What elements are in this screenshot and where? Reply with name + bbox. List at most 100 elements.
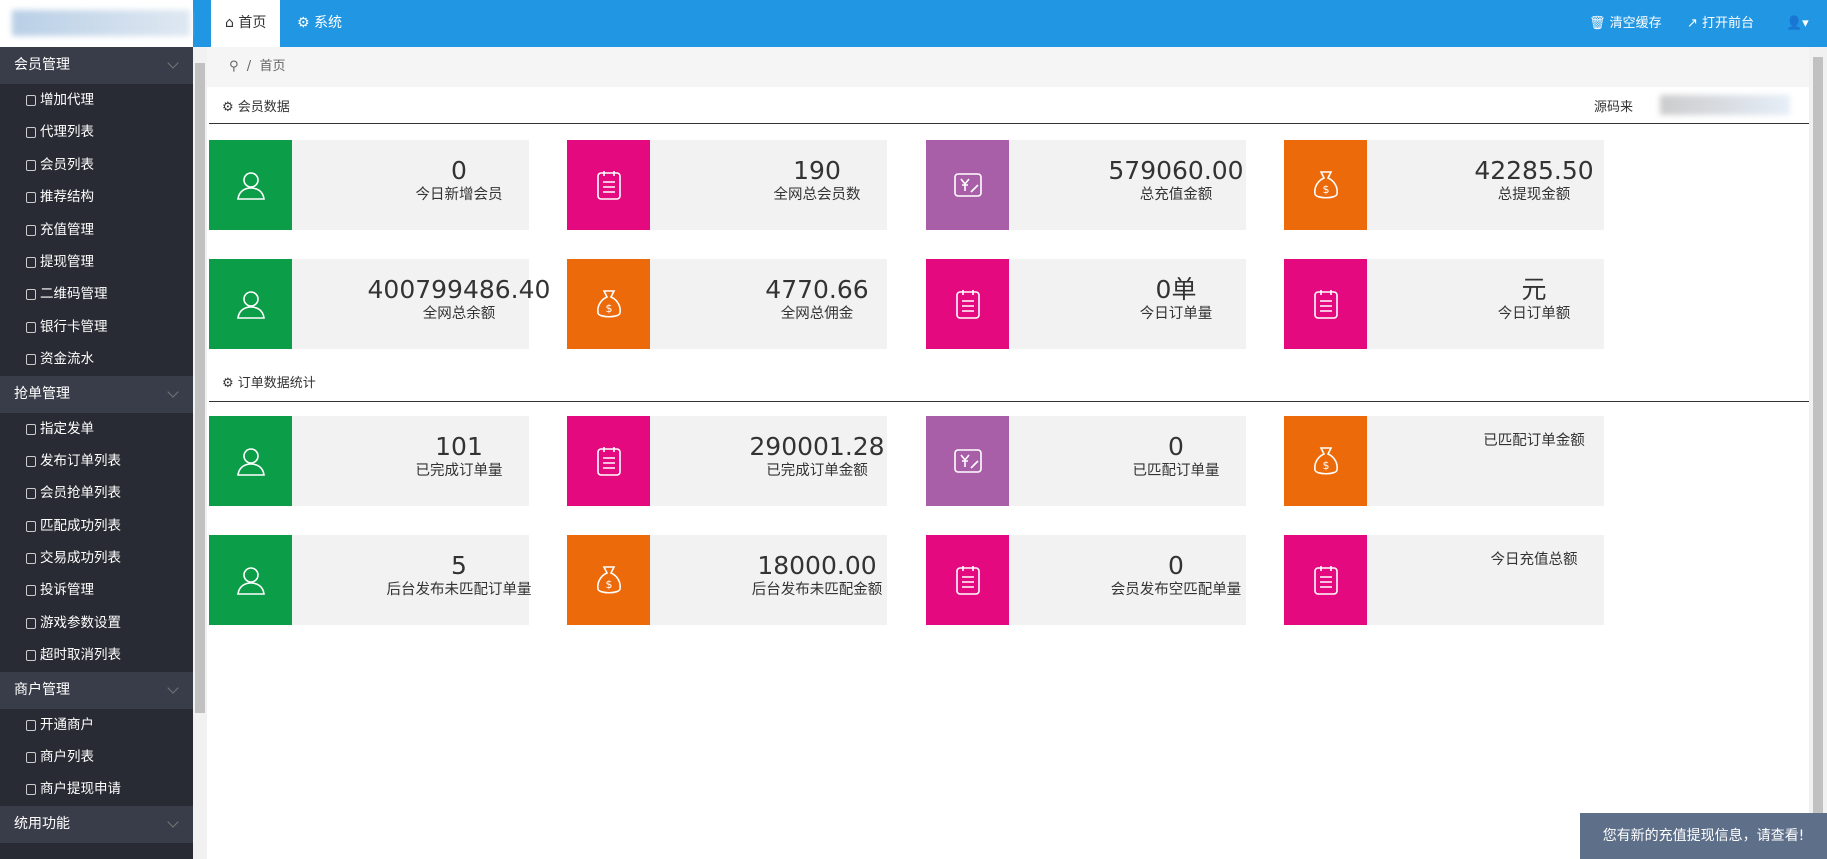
stat-icon — [209, 259, 292, 349]
stat-card: 400799486.40 全网总余额 — [209, 259, 550, 349]
stat-value: 元 — [1521, 275, 1547, 304]
stat-label: 今日订单额 — [1497, 306, 1571, 322]
stat-label: 会员发布空匹配单量 — [1110, 582, 1242, 598]
stat-text: 0 会员发布空匹配单量 — [1101, 551, 1251, 600]
tab-label[interactable]: 首页 — [238, 15, 267, 31]
menu-item[interactable]: 商户列表 — [0, 741, 193, 773]
stat-text: 18000.00 后台发布未匹配金额 — [742, 551, 892, 600]
stat-text: 579060.00 总充值金额 — [1101, 156, 1251, 205]
menu-item[interactable]: 资金流水 — [0, 343, 193, 375]
action-label[interactable]: 清空缓存 — [1609, 16, 1662, 31]
action-label[interactable]: 打开前台 — [1702, 16, 1755, 31]
stat-value: 0单 — [1155, 275, 1197, 304]
menu-item[interactable]: 发布订单列表 — [0, 445, 193, 477]
user-menu[interactable]: 👤▾ — [1786, 16, 1809, 31]
menu-item[interactable]: 投诉管理 — [0, 574, 193, 606]
menu-item[interactable]: 二维码管理 — [0, 278, 193, 310]
svg-text:$: $ — [605, 578, 612, 591]
scrollbar — [193, 47, 207, 859]
stat-value: 290001.28 — [749, 432, 885, 461]
stat-card: 0 会员发布空匹配单量 — [926, 535, 1246, 625]
menu-item[interactable]: 会员抢单列表 — [0, 477, 193, 509]
tab[interactable]: ⌂ 首页 — [211, 0, 281, 47]
stat-icon — [567, 416, 650, 506]
stat-card: $ 已匹配订单金额 — [1284, 416, 1604, 506]
stat-value: 101 — [435, 432, 483, 461]
stat-card: 101 已完成订单量 — [209, 416, 529, 506]
stat-label: 已完成订单金额 — [766, 463, 868, 479]
stat-text: 已匹配订单金额 — [1459, 432, 1609, 451]
stat-label: 已完成订单量 — [415, 463, 503, 479]
section-divider — [209, 123, 1809, 124]
svg-text:$: $ — [1322, 183, 1329, 196]
tab-label[interactable]: 系统 — [314, 15, 343, 31]
stat-icon — [209, 416, 292, 506]
stat-value: 5 — [451, 551, 467, 580]
stat-text: 400799486.40 全网总余额 — [368, 275, 551, 324]
menu-item[interactable]: 银行卡管理 — [0, 311, 193, 343]
blurred-area — [1660, 95, 1790, 115]
stat-icon — [926, 140, 1009, 230]
stat-value: 0 — [1168, 432, 1184, 461]
stat-icon: $ — [1284, 416, 1367, 506]
stat-icon — [926, 416, 1009, 506]
section-title: ⚙ 订单数据统计 — [222, 376, 316, 391]
menu-item[interactable]: 交易成功列表 — [0, 542, 193, 574]
stat-label: 总充值金额 — [1139, 187, 1213, 203]
menu-item[interactable]: 推荐结构 — [0, 181, 193, 213]
stat-icon — [209, 140, 292, 230]
stat-card: 0 已匹配订单量 — [926, 416, 1246, 506]
stat-text: 4770.66 全网总佣金 — [742, 275, 892, 324]
stat-text: 0 今日新增会员 — [384, 156, 534, 205]
svg-text:$: $ — [605, 302, 612, 315]
stat-value: 0 — [451, 156, 467, 185]
stat-label: 后台发布未匹配金额 — [751, 582, 883, 598]
stat-card: 0 今日新增会员 — [209, 140, 529, 230]
stat-text: 290001.28 已完成订单金额 — [742, 432, 892, 481]
menu-item[interactable]: 开通商户 — [0, 709, 193, 741]
breadcrumb-item[interactable]: 首页 — [259, 59, 286, 74]
sidebar: 会员管理 增加代理 代理列表 会员列表 推荐结构 充值管理 提现管理 二维码管理 银行卡管理 资金… — [0, 47, 193, 859]
stat-value: 400799486.40 — [367, 275, 551, 304]
tab[interactable]: ⚙ 系统 — [297, 15, 343, 31]
menu-item[interactable]: 游戏参数设置 — [0, 607, 193, 639]
stat-card: 元今日订单额 — [1284, 259, 1604, 349]
stat-text: 5 后台发布未匹配订单量 — [384, 551, 534, 600]
menu-item[interactable]: 会员列表 — [0, 149, 193, 181]
breadcrumb: ⚲ / 首页 — [207, 47, 1809, 87]
menu-item[interactable]: 增加代理 — [0, 84, 193, 116]
svg-text:$: $ — [1322, 459, 1329, 472]
stat-label: 全网总佣金 — [780, 306, 854, 322]
stat-text: 101 已完成订单量 — [384, 432, 534, 481]
stat-card: $4770.66 全网总佣金 — [567, 259, 887, 349]
menu-item[interactable]: 充值管理 — [0, 214, 193, 246]
stat-text: 0单 今日订单量 — [1101, 275, 1251, 324]
stat-icon — [567, 140, 650, 230]
stat-label: 全网总会员数 — [773, 187, 861, 203]
stat-value: 190 — [793, 156, 841, 185]
stat-value: 0 — [1168, 551, 1184, 580]
source-note: 源码来 — [1594, 100, 1634, 115]
action[interactable]: ↗ 打开前台 — [1687, 16, 1755, 31]
menu-item[interactable]: 代理列表 — [0, 116, 193, 148]
menu-item[interactable]: 超时取消列表 — [0, 639, 193, 671]
menu-group[interactable]: 会员管理 — [0, 47, 193, 84]
stat-icon: $ — [567, 535, 650, 625]
menu-item[interactable]: 匹配成功列表 — [0, 510, 193, 542]
stat-card: 290001.28 已完成订单金额 — [567, 416, 887, 506]
menu-group[interactable]: 商户管理 — [0, 671, 193, 709]
menu-group[interactable]: 抢单管理 — [0, 375, 193, 413]
stat-value: 4770.66 — [765, 275, 869, 304]
menu-item[interactable]: 指定发单 — [0, 413, 193, 445]
menu-item[interactable]: 商户提现申请 — [0, 773, 193, 805]
stat-label: 已匹配订单量 — [1132, 463, 1220, 479]
stat-label: 后台发布未匹配订单量 — [386, 582, 532, 598]
stat-text: 今日充值总额 — [1459, 551, 1609, 570]
menu-item[interactable]: 提现管理 — [0, 246, 193, 278]
action[interactable]: 🗑 清空缓存 — [1589, 16, 1662, 31]
notice[interactable]: 您有新的充值提现信息，请查看! — [1580, 813, 1827, 859]
stat-card: 579060.00 总充值金额 — [926, 140, 1246, 230]
stat-icon — [1284, 535, 1367, 625]
menu-group[interactable]: 统用功能 — [0, 805, 193, 843]
